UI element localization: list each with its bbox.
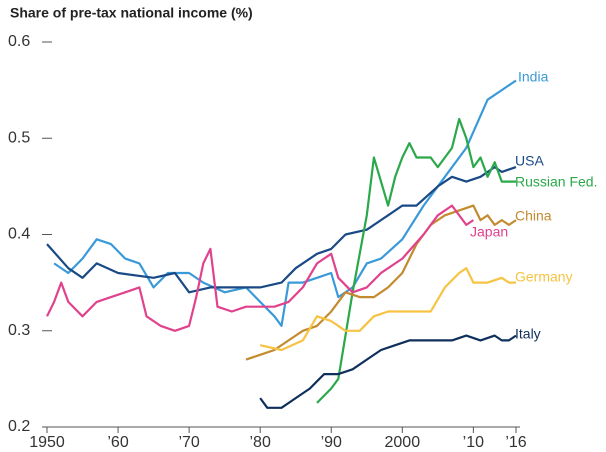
series-label: USA: [515, 153, 544, 169]
line: [46, 204, 475, 332]
x-tick-label: ’90: [321, 434, 342, 451]
series-label: China: [515, 208, 552, 224]
x-tick-label: ’80: [250, 434, 271, 451]
chart-title: Share of pre-tax national income (%): [10, 5, 253, 21]
y-tick-label: 0.4: [8, 226, 30, 243]
x-tick-label: ’16: [505, 434, 526, 451]
y-tick-label: 0.5: [8, 129, 30, 146]
series-label: Russian Fed.: [515, 174, 597, 190]
line: [259, 267, 516, 352]
y-tick-label: 0.3: [8, 322, 30, 339]
line: [53, 79, 517, 327]
x-tick-label: ’60: [107, 434, 128, 451]
line: [245, 204, 517, 361]
x-tick-label: 1950: [29, 434, 65, 451]
line: [46, 166, 517, 294]
x-tick-label: ’70: [178, 434, 199, 451]
series-label: Japan: [470, 224, 508, 240]
series-label: India: [518, 69, 549, 85]
y-tick-label: 0.6: [8, 33, 30, 50]
y-tick-label: 0.2: [8, 418, 30, 435]
line: [316, 117, 516, 404]
x-tick-label: 2000: [385, 434, 421, 451]
x-tick-label: ’10: [463, 434, 484, 451]
series-label: Germany: [515, 269, 573, 285]
line: [259, 334, 517, 409]
series-label: Italy: [515, 326, 541, 342]
